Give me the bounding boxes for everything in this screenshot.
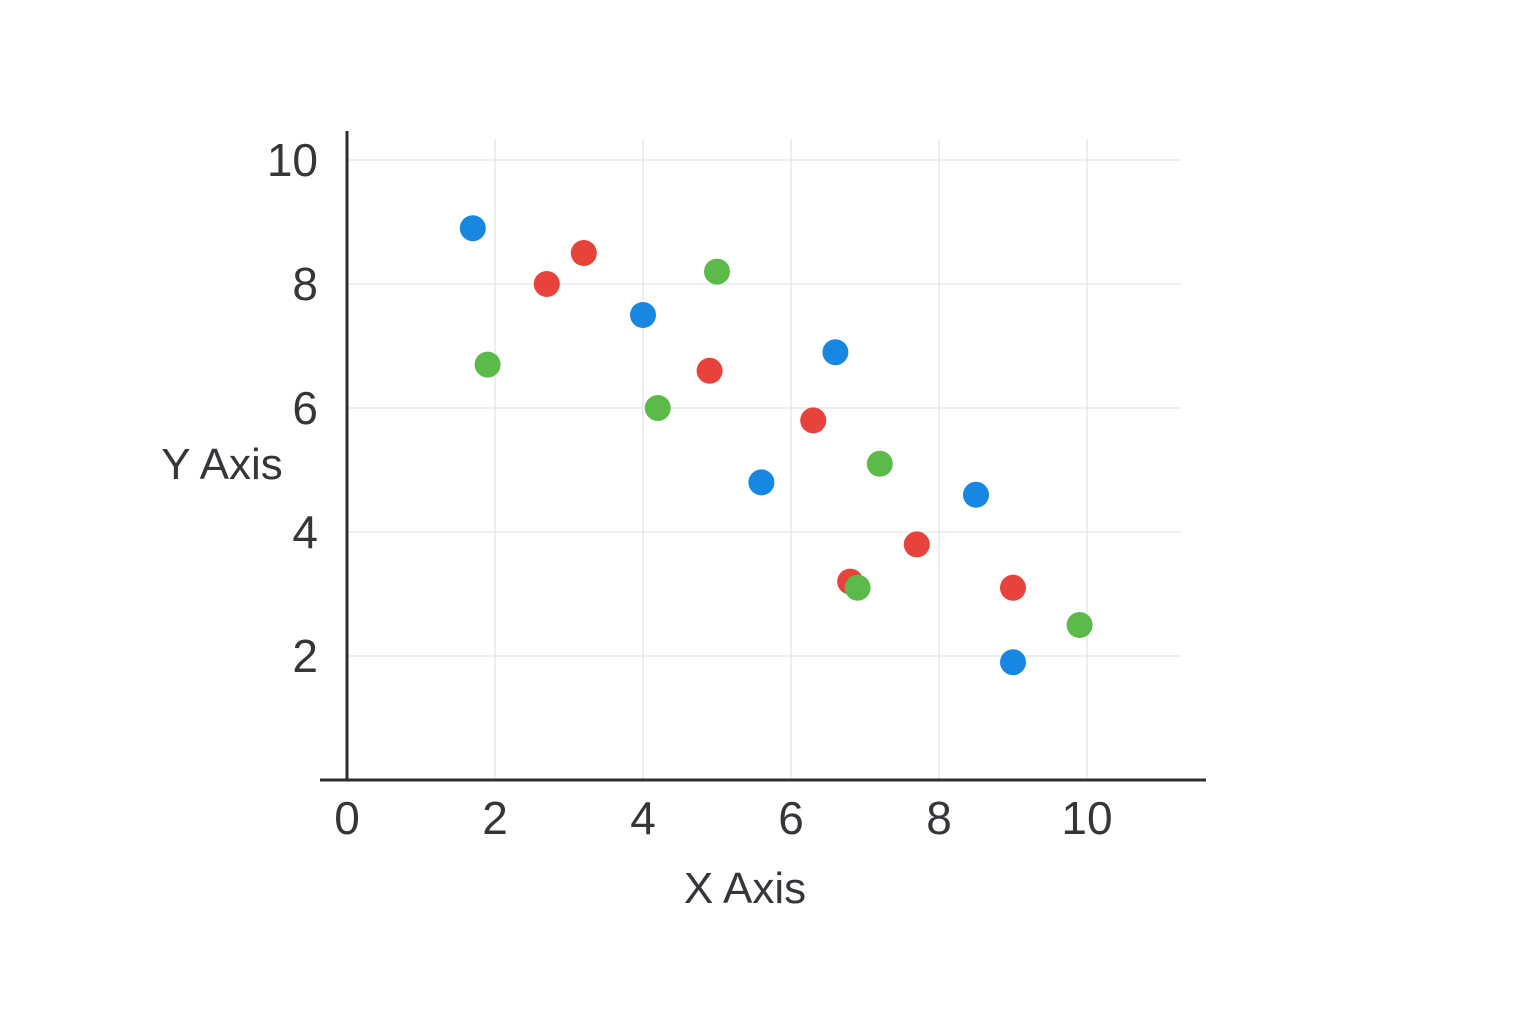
gridlines bbox=[347, 139, 1181, 780]
y-tick-label: 10 bbox=[267, 134, 318, 186]
x-axis-title: X Axis bbox=[684, 864, 806, 913]
scatter-point bbox=[844, 574, 871, 601]
scatter-point bbox=[704, 258, 730, 285]
y-tick-label: 2 bbox=[292, 630, 318, 682]
x-tick-label: 4 bbox=[630, 792, 656, 844]
red-series bbox=[533, 240, 1026, 601]
scatter-point bbox=[1066, 612, 1093, 638]
scatter-point bbox=[696, 357, 723, 384]
scatter-point bbox=[866, 450, 893, 477]
scatter-point bbox=[822, 339, 849, 366]
scatter-point bbox=[644, 395, 671, 421]
scatter-point bbox=[1000, 574, 1026, 601]
x-tick-label: 6 bbox=[778, 792, 804, 844]
y-axis-title: Y Axis bbox=[161, 440, 282, 489]
data-points bbox=[459, 215, 1093, 676]
scatter-point bbox=[800, 407, 827, 434]
y-tick-label: 6 bbox=[292, 382, 318, 434]
scatter-point bbox=[533, 271, 560, 297]
scatter-point bbox=[630, 302, 656, 328]
blue-series bbox=[459, 215, 1026, 676]
scatter-point bbox=[570, 240, 597, 266]
scatter-point bbox=[903, 531, 930, 558]
scatter-point bbox=[1000, 649, 1026, 676]
x-tick-label: 0 bbox=[334, 792, 360, 844]
x-tick-label: 8 bbox=[926, 792, 952, 844]
x-tick-label: 2 bbox=[482, 792, 508, 844]
axes bbox=[320, 131, 1206, 782]
tick-labels: 0 2 4 6 8 10 2 4 6 8 10 bbox=[267, 134, 1113, 844]
green-series bbox=[474, 258, 1093, 638]
y-tick-label: 4 bbox=[292, 506, 318, 558]
scatter-point bbox=[748, 469, 775, 496]
scatter-point bbox=[459, 215, 486, 242]
scatter-point bbox=[474, 351, 501, 378]
x-tick-label: 10 bbox=[1061, 792, 1112, 844]
y-tick-label: 8 bbox=[292, 258, 318, 310]
scatter-point bbox=[963, 481, 989, 508]
